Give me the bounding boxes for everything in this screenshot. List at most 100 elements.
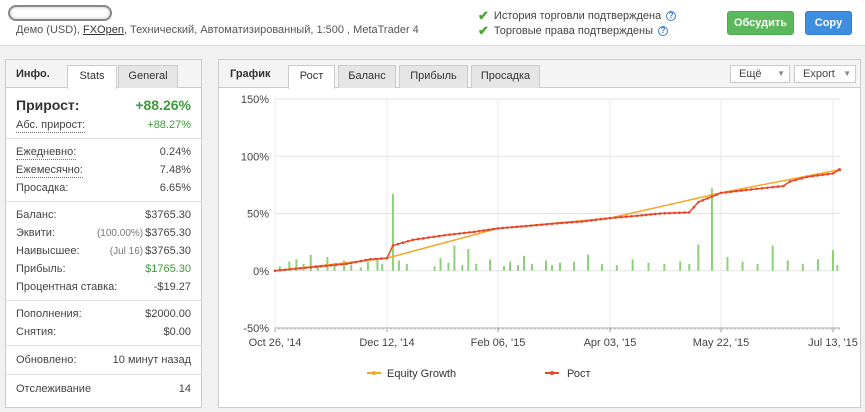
daily-bar <box>832 250 834 271</box>
updated-label: Обновлено: <box>16 354 77 366</box>
daily-bar <box>453 245 456 271</box>
divider <box>6 345 201 346</box>
series-point <box>411 238 415 242</box>
series-point <box>585 219 588 223</box>
withdrawals-row: Снятия: $0.00 <box>16 323 191 341</box>
series-point <box>729 190 733 194</box>
daily-bar <box>366 261 369 271</box>
series-point <box>811 174 814 178</box>
series-point <box>619 215 623 219</box>
export-dropdown[interactable]: Export ▼ <box>794 65 856 83</box>
series-point <box>380 257 383 260</box>
chart-panel: График Рост Баланс Прибыль Просадка Ещё ▼… <box>218 59 861 408</box>
monthly-label[interactable]: Ежемесячно: <box>16 164 83 178</box>
series-point <box>640 214 644 217</box>
series-point <box>771 185 774 189</box>
x-tick-label: Apr 03, '15 <box>584 337 637 349</box>
tab-balance[interactable]: Баланс <box>338 65 396 88</box>
series-point <box>501 226 504 230</box>
legend-marker <box>550 371 554 375</box>
tab-growth[interactable]: Рост <box>288 65 335 89</box>
tab-profit[interactable]: Прибыль <box>399 65 468 88</box>
series-point <box>575 220 579 224</box>
series-point <box>432 235 436 239</box>
equity-percent: (100.00%) <box>96 228 144 239</box>
legend-marker <box>372 371 376 375</box>
discuss-button[interactable]: Обсудить <box>727 11 794 35</box>
series-point <box>635 214 639 218</box>
series-point <box>458 232 461 235</box>
equity-label: Эквити: <box>16 227 55 239</box>
series-point <box>668 211 671 215</box>
checkmark-icon: ✔ <box>478 23 489 38</box>
series-point <box>663 212 667 215</box>
series-point <box>422 237 425 240</box>
more-dropdown[interactable]: Ещё ▼ <box>730 65 790 83</box>
tracking-label: Отслеживание <box>16 383 92 395</box>
series-point <box>590 219 593 222</box>
series-point <box>625 215 628 219</box>
series-point <box>294 267 297 271</box>
daily-bar <box>517 265 519 271</box>
equity-value-group: (100.00%) $3765.30 <box>97 224 191 243</box>
series-point <box>794 178 797 182</box>
daily-bar <box>333 262 336 271</box>
tab-drawdown[interactable]: Просадка <box>471 65 540 88</box>
daily-bar <box>461 265 464 271</box>
series-point <box>555 222 559 225</box>
daily-bar <box>688 263 691 271</box>
daily-value: 0.24% <box>159 146 191 158</box>
profit-label: Прибыль: <box>16 263 66 275</box>
series-point <box>658 212 662 215</box>
series-point <box>524 224 528 228</box>
series-point <box>715 193 718 197</box>
series-point <box>396 242 400 246</box>
tab-stats[interactable]: Stats <box>67 65 117 89</box>
series-point <box>697 200 700 204</box>
series-point <box>364 258 367 262</box>
daily-label[interactable]: Ежедневно: <box>16 146 77 160</box>
broker-link[interactable]: FXOpen <box>82 24 124 36</box>
trading-rights-label: Торговые права подтверждены <box>493 25 654 37</box>
withdrawals-value: $0.00 <box>163 326 191 338</box>
y-tick-label: -50% <box>243 323 269 335</box>
series-point <box>467 231 471 234</box>
series-point <box>319 265 323 268</box>
daily-bar <box>756 263 759 271</box>
series-point <box>345 262 348 266</box>
daily-bar <box>601 263 603 271</box>
x-tick-label: Jul 13, '15 <box>808 337 858 349</box>
series-point <box>299 266 302 270</box>
deposits-label: Пополнения: <box>16 308 82 320</box>
series-point <box>385 256 389 260</box>
series-point <box>800 177 803 180</box>
series-point <box>614 216 617 219</box>
copy-button[interactable]: Copy <box>805 11 852 35</box>
daily-bar <box>343 260 346 271</box>
series-point <box>437 234 441 238</box>
help-icon[interactable]: ? <box>666 11 677 21</box>
series-point <box>821 173 824 177</box>
tracking-value: 14 <box>178 383 191 395</box>
highest-label: Наивысшее: <box>16 245 80 257</box>
series-point <box>510 225 514 229</box>
growth-label: Прирост: <box>16 97 80 113</box>
updated-row: Обновлено: 10 минут назад <box>16 350 191 370</box>
series-point <box>565 221 569 224</box>
series-point <box>755 187 758 191</box>
help-icon[interactable]: ? <box>658 26 669 36</box>
account-header: Демо (USD), FXOpen, Технический, Автомат… <box>0 0 865 46</box>
series-point <box>463 231 466 235</box>
series-point <box>837 168 842 172</box>
deposits-row: Пополнения: $2000.00 <box>16 305 191 323</box>
daily-bar <box>439 258 442 271</box>
series-point <box>278 268 282 272</box>
series-point <box>826 172 830 176</box>
series-point <box>520 225 523 228</box>
legend-label: Equity Growth <box>387 368 456 380</box>
abs-growth-label[interactable]: Абс. прирост: <box>16 119 86 133</box>
series-point <box>329 264 333 267</box>
divider <box>6 201 201 202</box>
account-info-line: Демо (USD), FXOpen, Технический, Автомат… <box>16 24 419 36</box>
tab-general[interactable]: General <box>118 65 178 88</box>
